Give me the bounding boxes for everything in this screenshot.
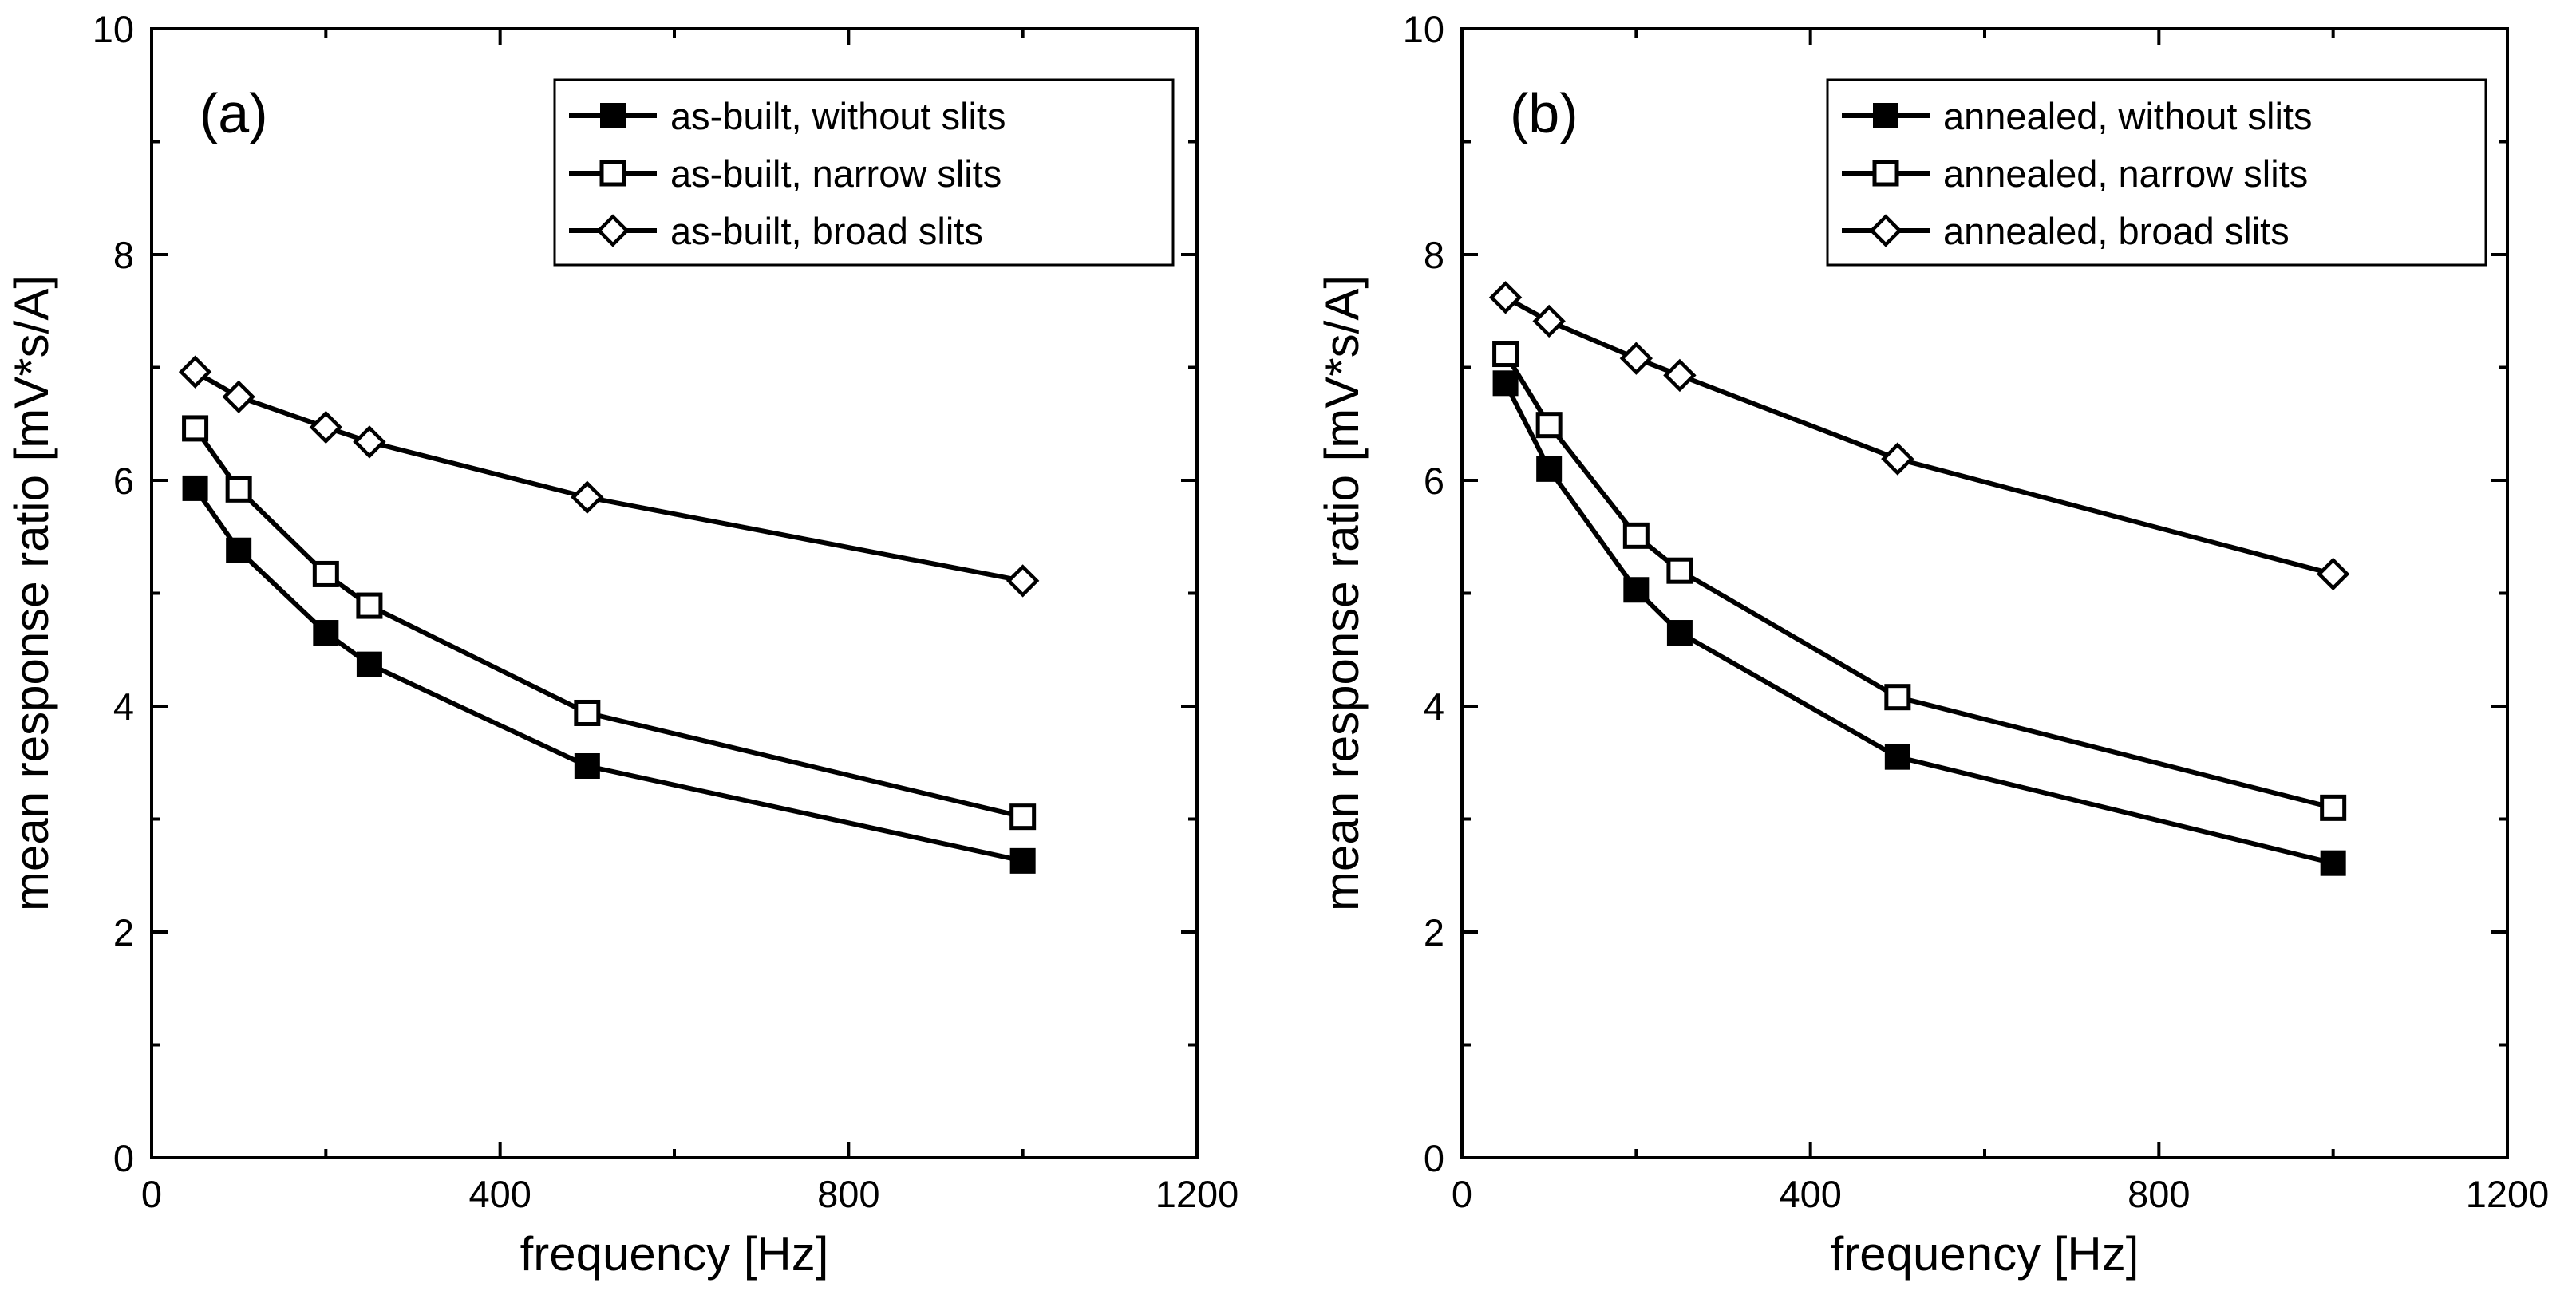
- y-tick-label: 0: [1424, 1137, 1444, 1179]
- series-1: [182, 475, 1036, 874]
- data-point: [1532, 304, 1566, 338]
- data-point: [356, 592, 383, 619]
- legend-marker: [1872, 160, 1899, 187]
- legend-entry: annealed, without slits: [1943, 95, 2312, 137]
- data-point: [1663, 358, 1697, 393]
- series-2: [182, 415, 1037, 831]
- panel-label: (a): [200, 82, 268, 144]
- data-point: [222, 380, 255, 413]
- data-point: [356, 651, 382, 677]
- data-point: [1535, 412, 1563, 439]
- legend-box: [1826, 78, 2487, 267]
- series-line: [1503, 381, 2334, 866]
- y-tick-label: 8: [113, 234, 134, 276]
- data-point: [178, 355, 212, 389]
- data-point: [1619, 342, 1653, 375]
- y-tick-label: 8: [1424, 234, 1444, 276]
- data-point: [1006, 564, 1040, 598]
- data-point: [353, 425, 386, 459]
- data-point: [1622, 522, 1650, 549]
- series-3: [178, 355, 1040, 598]
- data-point: [1666, 620, 1693, 646]
- x-axis-title: frequency [Hz]: [1831, 1227, 2139, 1281]
- x-tick-label: 800: [817, 1173, 879, 1215]
- y-tick-label: 10: [93, 8, 134, 50]
- x-tick-label: 400: [468, 1173, 531, 1215]
- legend-entry: as-built, narrow slits: [670, 152, 1002, 195]
- legend-marker: [1869, 214, 1902, 247]
- y-axis-title: mean response ratio [mV*s/A]: [5, 275, 58, 911]
- data-point: [1536, 456, 1563, 482]
- x-tick-label: 800: [2128, 1173, 2190, 1215]
- data-point: [1488, 281, 1523, 314]
- chart-panel-2: 0 400 800 1200 0 2 4 6 8 10 frequency [Hz] mean res…: [1315, 8, 2549, 1281]
- data-point: [182, 475, 208, 501]
- data-point: [574, 752, 600, 779]
- data-point: [309, 410, 343, 444]
- y-tick-label: 10: [1403, 8, 1444, 50]
- series-line: [194, 369, 1024, 583]
- legend-entry: annealed, broad slits: [1943, 210, 2290, 252]
- chart-panel-1: 0 400 800 1200 0 2 4 6 8 10 frequency [Hz] mean res…: [5, 8, 1239, 1281]
- data-point: [226, 537, 252, 563]
- data-point: [571, 480, 604, 514]
- legend-marker: [599, 160, 626, 187]
- x-tick-label: 0: [141, 1173, 162, 1215]
- legend-box: [553, 78, 1175, 267]
- x-tick-label: 1200: [2466, 1173, 2550, 1215]
- y-tick-label: 2: [113, 911, 134, 953]
- data-point: [313, 620, 339, 646]
- legend-entry: as-built, without slits: [670, 95, 1006, 137]
- data-point: [2320, 794, 2347, 821]
- y-tick-label: 6: [1424, 460, 1444, 502]
- data-point: [1666, 557, 1693, 584]
- data-point: [2320, 850, 2346, 876]
- data-point: [574, 699, 601, 726]
- data-point: [1881, 442, 1914, 476]
- data-point: [225, 476, 252, 503]
- legend-marker: [596, 214, 630, 247]
- legend: as-built, without slits as-built, narrow …: [553, 78, 1175, 267]
- data-point: [182, 415, 209, 442]
- data-point: [1009, 803, 1037, 831]
- y-axis-title: mean response ratio [mV*s/A]: [1315, 275, 1369, 911]
- data-point: [2316, 557, 2350, 591]
- panel-label: (b): [1510, 82, 1578, 144]
- series-1: [1492, 370, 2346, 876]
- y-tick-label: 0: [113, 1137, 134, 1179]
- data-point: [1623, 577, 1650, 603]
- x-axis-title: frequency [Hz]: [520, 1227, 829, 1281]
- series-2: [1492, 341, 2347, 821]
- legend: annealed, without slits annealed, narrow …: [1826, 78, 2487, 267]
- data-point: [1492, 370, 1519, 397]
- data-point: [1884, 744, 1910, 770]
- legend-entry: annealed, narrow slits: [1943, 152, 2308, 195]
- data-point: [1009, 847, 1036, 874]
- series-line: [193, 487, 1024, 863]
- data-point: [312, 560, 339, 587]
- x-tick-label: 0: [1452, 1173, 1472, 1215]
- x-tick-label: 1200: [1156, 1173, 1239, 1215]
- x-tick-label: 400: [1779, 1173, 1841, 1215]
- legend-marker: [600, 103, 626, 128]
- y-tick-label: 6: [113, 460, 134, 502]
- y-tick-label: 2: [1424, 911, 1444, 953]
- series-3: [1488, 281, 2350, 591]
- y-tick-label: 4: [1424, 685, 1444, 728]
- legend-marker: [1873, 103, 1898, 128]
- y-tick-label: 4: [113, 685, 134, 728]
- data-point: [1884, 684, 1911, 711]
- data-point: [1492, 341, 1519, 368]
- legend-entry: as-built, broad slits: [670, 210, 983, 252]
